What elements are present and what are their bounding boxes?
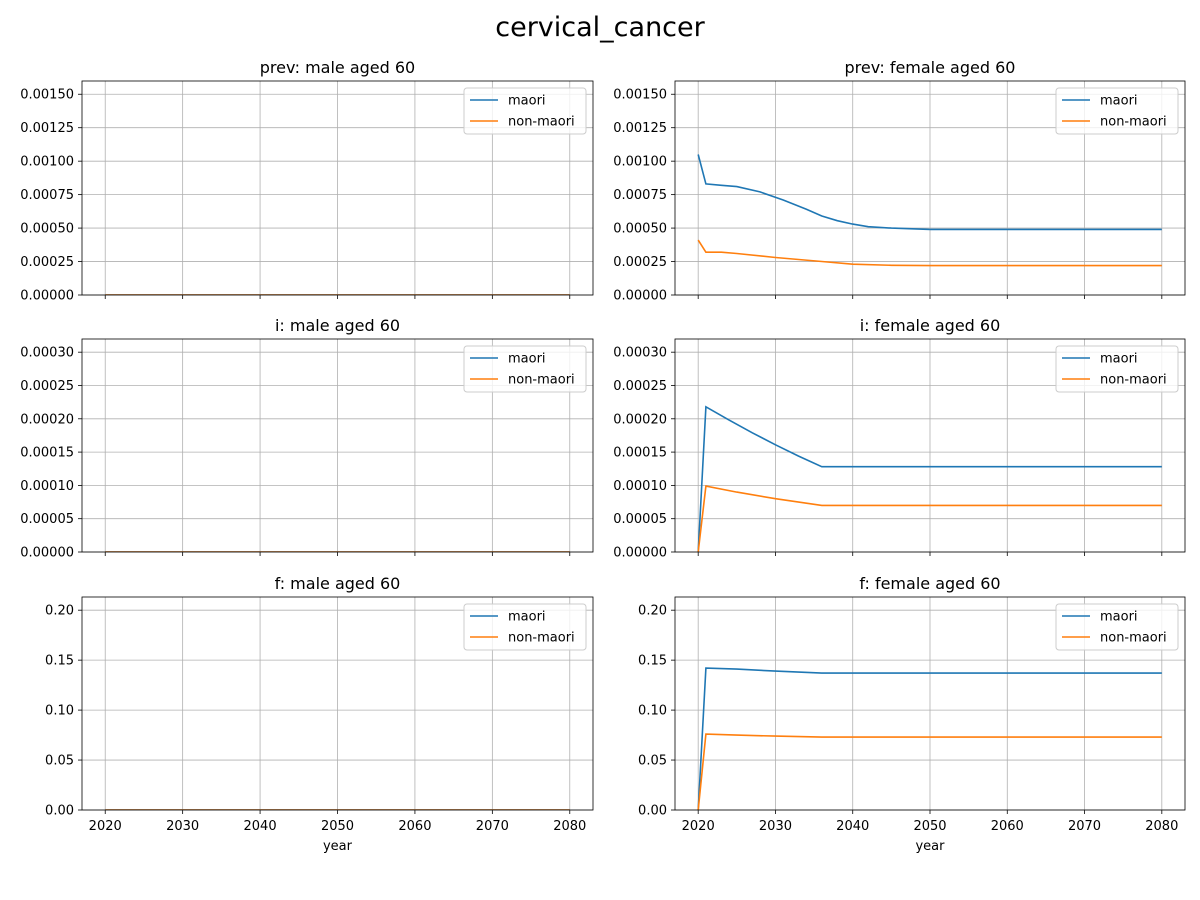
- legend-label: non-maori: [508, 373, 575, 388]
- series-line-non-maori: [697, 485, 1162, 552]
- y-tick-label: 0.00020: [613, 412, 667, 427]
- subplot-title: f: female aged 60: [859, 574, 1000, 593]
- y-tick-label: 0.00025: [20, 379, 74, 394]
- y-tick-label: 0.00150: [613, 88, 667, 103]
- y-tick-label: 0.00050: [20, 222, 74, 237]
- subplot-1: prev: male aged 60 0.00000 0.00025 0.00050 0…: [20, 58, 594, 304]
- series-line-maori: [697, 154, 1162, 231]
- x-tick-label: 2050: [913, 819, 946, 834]
- y-tick-label: 0.05: [45, 754, 74, 769]
- subplot-title: prev: female aged 60: [845, 58, 1016, 77]
- x-tick-label: 2070: [1068, 819, 1101, 834]
- legend: maori non-maori: [1055, 603, 1179, 651]
- x-tick-label: 2040: [244, 819, 277, 834]
- axes-frame: [81, 338, 594, 553]
- y-tick-label: 0.00125: [20, 121, 74, 136]
- legend-label: maori: [508, 352, 546, 367]
- y-tick-label: 0.00030: [20, 346, 74, 361]
- y-tick-label: 0.00000: [20, 289, 74, 304]
- axes-frame: [81, 596, 594, 811]
- series-line-maori: [697, 667, 1162, 810]
- y-tick-label: 0.00010: [613, 479, 667, 494]
- y-tick-label: 0.00: [638, 804, 667, 819]
- series-line-non-maori: [697, 733, 1162, 810]
- axes-frame: [81, 80, 594, 296]
- axes-frame: [674, 596, 1186, 811]
- y-tick-label: 0.00100: [20, 155, 74, 170]
- subplot-4: i: female aged 60 0.00000 0.00005 0.00010 0.…: [613, 316, 1186, 561]
- subplot-6: f: female aged 60 2020 2030 2040 2050 2060 207…: [638, 574, 1186, 854]
- y-tick-label: 0.00005: [613, 512, 667, 527]
- y-tick-label: 0.00075: [613, 188, 667, 203]
- y-tick-label: 0.00030: [613, 346, 667, 361]
- x-tick-label: 2030: [166, 819, 199, 834]
- legend: maori non-maori: [463, 87, 587, 135]
- y-tick-label: 0.10: [45, 704, 74, 719]
- legend: maori non-maori: [463, 345, 587, 393]
- x-tick-label: 2060: [398, 819, 431, 834]
- y-tick-label: 0.00000: [613, 546, 667, 561]
- legend: maori non-maori: [1055, 345, 1179, 393]
- y-tick-label: 0.00100: [613, 155, 667, 170]
- subplot-title: f: male aged 60: [275, 574, 401, 593]
- y-tick-label: 0.00010: [20, 479, 74, 494]
- y-tick-label: 0.00025: [20, 255, 74, 270]
- x-tick-label: 2030: [759, 819, 792, 834]
- figure-title: cervical_cancer: [495, 12, 705, 43]
- subplot-title: prev: male aged 60: [260, 58, 415, 77]
- series-line-maori: [697, 405, 1162, 552]
- x-tick-label: 2040: [836, 819, 869, 834]
- legend: maori non-maori: [463, 603, 587, 651]
- x-tick-label: 2050: [321, 819, 354, 834]
- y-tick-label: 0.00025: [613, 255, 667, 270]
- y-tick-label: 0.05: [638, 754, 667, 769]
- y-tick-label: 0.20: [45, 604, 74, 619]
- x-tick-label: 2080: [553, 819, 586, 834]
- legend-label: non-maori: [1100, 631, 1167, 646]
- y-tick-label: 0.20: [638, 604, 667, 619]
- y-tick-label: 0.00000: [20, 546, 74, 561]
- x-tick-label: 2070: [476, 819, 509, 834]
- x-tick-label: 2020: [89, 819, 122, 834]
- y-tick-label: 0.00050: [613, 222, 667, 237]
- legend-label: non-maori: [508, 115, 575, 130]
- series-line-non-maori: [697, 239, 1162, 267]
- subplot-2: prev: female aged 60 0.00000 0.00025 0.0005…: [613, 58, 1186, 304]
- y-tick-label: 0.00005: [20, 512, 74, 527]
- y-tick-label: 0.00015: [20, 446, 74, 461]
- legend-label: non-maori: [1100, 115, 1167, 130]
- legend-label: maori: [1100, 94, 1138, 109]
- y-tick-label: 0.15: [638, 654, 667, 669]
- legend: maori non-maori: [1055, 87, 1179, 135]
- x-tick-label: 2080: [1145, 819, 1178, 834]
- subplot-5: f: male aged 60 2020 2030 2040 2050 2060 2070 2…: [45, 574, 594, 854]
- legend-label: non-maori: [1100, 373, 1167, 388]
- subplot-3: i: male aged 60 0.00000 0.00005 0.00010 0.00…: [20, 316, 594, 561]
- x-tick-label: 2060: [991, 819, 1024, 834]
- y-tick-label: 0.10: [638, 704, 667, 719]
- y-tick-label: 0.00125: [613, 121, 667, 136]
- legend-label: maori: [1100, 352, 1138, 367]
- y-tick-label: 0.00: [45, 804, 74, 819]
- subplot-title: i: male aged 60: [275, 316, 400, 335]
- y-tick-label: 0.00015: [613, 446, 667, 461]
- axes-frame: [674, 338, 1186, 553]
- y-tick-label: 0.00020: [20, 412, 74, 427]
- legend-label: non-maori: [508, 631, 575, 646]
- y-tick-label: 0.00150: [20, 88, 74, 103]
- axes-frame: [674, 80, 1186, 296]
- legend-label: maori: [1100, 610, 1138, 625]
- x-axis-label: year: [915, 839, 945, 854]
- y-tick-label: 0.00000: [613, 289, 667, 304]
- y-tick-label: 0.00025: [613, 379, 667, 394]
- subplot-title: i: female aged 60: [860, 316, 1001, 335]
- x-tick-label: 2020: [682, 819, 715, 834]
- legend-label: maori: [508, 610, 546, 625]
- y-tick-label: 0.15: [45, 654, 74, 669]
- y-tick-label: 0.00075: [20, 188, 74, 203]
- x-axis-label: year: [323, 839, 353, 854]
- legend-label: maori: [508, 94, 546, 109]
